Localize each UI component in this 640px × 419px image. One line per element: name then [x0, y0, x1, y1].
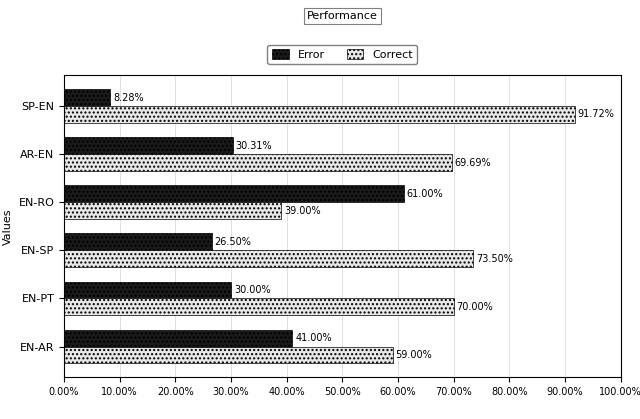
Bar: [64, 347, 392, 363]
Bar: [64, 202, 281, 219]
Bar: [64, 154, 452, 171]
Bar: [64, 185, 404, 202]
Bar: [64, 137, 233, 154]
Text: 26.50%: 26.50%: [214, 237, 252, 247]
Text: 73.50%: 73.50%: [476, 254, 513, 264]
Text: 69.69%: 69.69%: [455, 158, 492, 168]
Bar: [64, 250, 473, 267]
Legend: Error, Correct: Error, Correct: [268, 45, 417, 65]
Text: 59.00%: 59.00%: [396, 350, 432, 360]
Text: 70.00%: 70.00%: [456, 302, 493, 312]
Text: 39.00%: 39.00%: [284, 206, 321, 216]
Text: 30.31%: 30.31%: [236, 141, 272, 151]
Text: 8.28%: 8.28%: [113, 93, 143, 103]
Text: 30.00%: 30.00%: [234, 285, 271, 295]
Text: 61.00%: 61.00%: [406, 189, 443, 199]
Bar: [64, 89, 110, 106]
Bar: [64, 233, 212, 250]
Text: 91.72%: 91.72%: [577, 109, 614, 119]
Text: Performance: Performance: [307, 11, 378, 21]
Bar: [64, 282, 231, 298]
Y-axis label: Values: Values: [3, 208, 13, 245]
Text: 41.00%: 41.00%: [295, 333, 332, 343]
Bar: [64, 330, 292, 347]
Bar: [64, 298, 454, 315]
Bar: [64, 106, 575, 123]
